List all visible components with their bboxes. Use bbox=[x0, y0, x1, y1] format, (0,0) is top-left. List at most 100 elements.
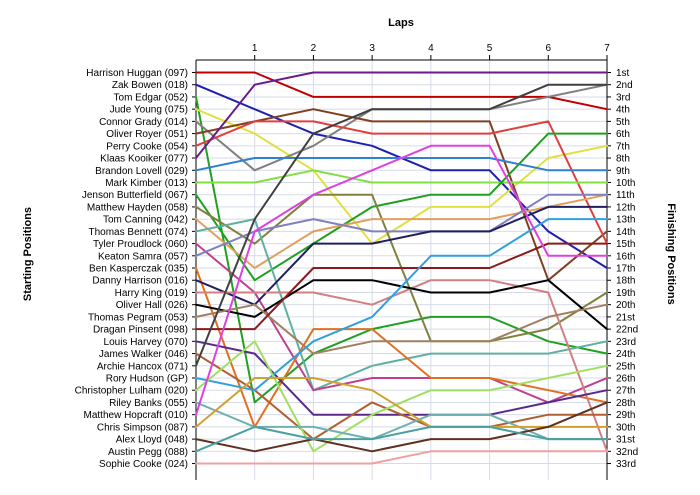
finishing-position-label: 7th bbox=[616, 141, 630, 152]
starting-position-label: Oliver Royer (051) bbox=[106, 129, 188, 140]
finishing-position-label: 28th bbox=[616, 398, 635, 409]
series-line-32 bbox=[195, 425, 608, 453]
x-tick-label: 1 bbox=[252, 43, 258, 54]
finishing-position-label: 27th bbox=[616, 386, 635, 397]
series-line-31 bbox=[195, 401, 608, 453]
finishing-position-label: 12th bbox=[616, 202, 635, 213]
starting-position-label: Ben Kasperczak (035) bbox=[89, 264, 188, 275]
x-tick-label: 3 bbox=[369, 43, 375, 54]
finishing-position-label: 18th bbox=[616, 276, 635, 287]
x-axis-title: Laps bbox=[388, 17, 414, 29]
series-line-10 bbox=[195, 169, 608, 184]
series-line-4 bbox=[195, 108, 608, 245]
starting-position-label: Chris Simpson (087) bbox=[97, 422, 188, 433]
series-line-3 bbox=[195, 95, 608, 404]
starting-position-label: Dragan Pinsent (098) bbox=[93, 325, 188, 336]
series-line-21 bbox=[195, 303, 608, 355]
series-line-15 bbox=[195, 242, 608, 404]
starting-position-label: Klaas Kooiker (077) bbox=[100, 154, 188, 165]
series-line-6 bbox=[195, 108, 608, 282]
series-line-26 bbox=[195, 218, 608, 392]
starting-position-label: Christopher Lulham (020) bbox=[75, 386, 188, 397]
finishing-position-label: 6th bbox=[616, 129, 630, 140]
starting-position-label: Harrison Huggan (097) bbox=[86, 68, 188, 79]
series-line-8 bbox=[195, 71, 608, 159]
finishing-position-label: 26th bbox=[616, 374, 635, 385]
starting-position-label: Jude Young (075) bbox=[110, 105, 188, 116]
finishing-position-label: 31st bbox=[616, 435, 635, 446]
finishing-position-label: 29th bbox=[616, 410, 635, 421]
finishing-position-label: 4th bbox=[616, 105, 630, 116]
finishing-position-label: 1st bbox=[616, 68, 630, 79]
starting-position-label: Thomas Pegram (053) bbox=[88, 312, 188, 323]
x-tick-label: 4 bbox=[428, 43, 434, 54]
finishing-position-label: 3rd bbox=[616, 92, 630, 103]
starting-position-label: Keaton Samra (057) bbox=[98, 251, 188, 262]
starting-position-label: Mark Kimber (013) bbox=[105, 178, 188, 189]
finishing-position-label: 24th bbox=[616, 349, 635, 360]
finishing-position-label: 19th bbox=[616, 288, 635, 299]
finishing-position-label: 32nd bbox=[616, 447, 638, 458]
series-line-33 bbox=[195, 450, 608, 465]
series-line-1 bbox=[195, 71, 608, 111]
x-tick-label: 5 bbox=[487, 43, 493, 54]
starting-position-label: Archie Hancox (071) bbox=[97, 361, 188, 372]
series-line-19 bbox=[195, 279, 608, 453]
finishing-position-label: 9th bbox=[616, 166, 630, 177]
starting-position-label: Brandon Lovell (029) bbox=[95, 166, 188, 177]
x-ticks: 1 2 3 4 5 6 7 bbox=[252, 43, 610, 60]
finishing-position-label: 5th bbox=[616, 117, 630, 128]
starting-position-label: Zak Bowen (018) bbox=[112, 80, 188, 91]
starting-position-label: Thomas Bennett (074) bbox=[89, 227, 189, 238]
x-tick-label: 6 bbox=[546, 43, 552, 54]
finishing-position-label: 11th bbox=[616, 190, 635, 201]
series-line-13 bbox=[195, 193, 608, 269]
starting-position-label: Rory Hudson (GP) bbox=[106, 374, 188, 385]
finishing-position-label: 25th bbox=[616, 361, 635, 372]
finishing-position-label: 21st bbox=[616, 312, 635, 323]
starting-position-label: Tom Edgar (052) bbox=[114, 92, 188, 103]
starting-position-label: Austin Pegg (088) bbox=[108, 447, 188, 458]
finishing-position-label: 30th bbox=[616, 422, 635, 433]
finishing-position-label: 17th bbox=[616, 264, 635, 275]
series-line-18 bbox=[195, 205, 608, 306]
finishing-position-label: 22nd bbox=[616, 325, 638, 336]
series-line-25 bbox=[195, 83, 608, 367]
series-line-17 bbox=[195, 267, 608, 428]
starting-position-label: Matthew Hayden (058) bbox=[87, 202, 188, 213]
starting-position-label: Perry Cooke (054) bbox=[106, 141, 188, 152]
starting-position-label: James Walker (046) bbox=[99, 349, 188, 360]
finishing-position-label: 33rd bbox=[616, 459, 636, 470]
starting-position-label: Connor Grady (014) bbox=[99, 117, 188, 128]
starting-position-label: Tyler Proudlock (060) bbox=[93, 239, 188, 250]
starting-position-labels: Harrison Huggan (097)Zak Bowen (018)Tom … bbox=[75, 68, 188, 470]
finishing-position-label: 8th bbox=[616, 154, 630, 165]
starting-position-label: Oliver Hall (026) bbox=[116, 300, 188, 311]
finishing-position-label: 10th bbox=[616, 178, 635, 189]
finishing-position-label: 16th bbox=[616, 251, 635, 262]
series-line-27 bbox=[195, 340, 608, 453]
finishing-position-label: 2nd bbox=[616, 80, 633, 91]
series-line-22 bbox=[195, 242, 608, 331]
starting-position-label: Sophie Cooke (024) bbox=[99, 459, 188, 470]
starting-position-label: Tom Canning (042) bbox=[103, 215, 188, 226]
starting-position-label: Riley Banks (055) bbox=[109, 398, 188, 409]
series-line-24 bbox=[195, 352, 608, 441]
starting-position-label: Louis Harvey (070) bbox=[104, 337, 188, 348]
starting-position-label: Danny Harrison (016) bbox=[92, 276, 188, 287]
x-tick-label: 7 bbox=[604, 43, 610, 54]
x-tick-label: 2 bbox=[311, 43, 317, 54]
series-line-29 bbox=[195, 144, 608, 416]
finishing-position-label: 15th bbox=[616, 239, 635, 250]
series-line-7 bbox=[195, 120, 608, 245]
series-lines bbox=[195, 71, 608, 465]
series-line-30 bbox=[195, 377, 608, 428]
y-axis-title-right: Finishing Positions bbox=[665, 203, 677, 304]
starting-position-label: Matthew Hopcraft (010) bbox=[84, 410, 189, 421]
series-line-11 bbox=[195, 132, 608, 282]
finishing-position-label: 14th bbox=[616, 227, 635, 238]
y-axis-title-left: Starting Positions bbox=[22, 207, 34, 301]
starting-position-label: Harry King (019) bbox=[115, 288, 188, 299]
